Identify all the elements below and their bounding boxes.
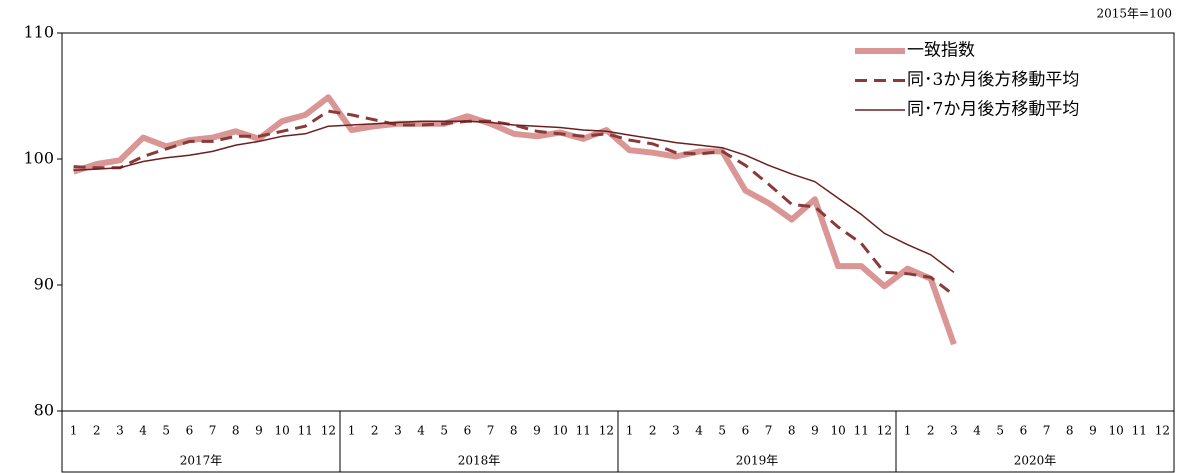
year-label: 2017年 (180, 454, 223, 468)
x-tick-label: 10 (552, 424, 567, 438)
x-tick-label: 5 (440, 424, 448, 438)
x-tick-label: 8 (1066, 424, 1074, 438)
y-tick-label: 90 (34, 275, 54, 294)
x-tick-label: 8 (510, 424, 518, 438)
x-tick-label: 5 (996, 424, 1004, 438)
x-tick-label: 3 (950, 424, 958, 438)
x-tick-label: 1 (904, 424, 912, 438)
x-tick-label: 6 (742, 424, 750, 438)
year-label: 2019年 (736, 454, 779, 468)
x-tick-label: 8 (788, 424, 796, 438)
x-tick-label: 4 (417, 424, 425, 438)
unit-note: 2015年=100 (1097, 7, 1173, 21)
x-tick-label: 1 (348, 424, 356, 438)
year-label: 2018年 (458, 454, 501, 468)
x-tick-label: 6 (186, 424, 194, 438)
y-tick-label: 110 (23, 23, 54, 42)
x-tick-label: 9 (533, 424, 541, 438)
x-tick-label: 3 (672, 424, 680, 438)
x-tick-label: 11 (298, 424, 313, 438)
x-tick-label: 10 (830, 424, 845, 438)
x-tick-label: 8 (232, 424, 240, 438)
x-tick-label: 1 (70, 424, 78, 438)
x-tick-label: 12 (1155, 424, 1170, 438)
x-tick-label: 6 (1020, 424, 1028, 438)
x-tick-label: 5 (718, 424, 726, 438)
x-tick-label: 11 (576, 424, 591, 438)
legend-label: 同･3か月後方移動平均 (907, 70, 1079, 90)
x-tick-label: 11 (854, 424, 869, 438)
x-tick-label: 10 (1108, 424, 1123, 438)
x-tick-label: 6 (464, 424, 472, 438)
x-tick-label: 12 (321, 424, 336, 438)
x-tick-label: 11 (1132, 424, 1147, 438)
x-tick-label: 4 (973, 424, 981, 438)
x-tick-label: 9 (1089, 424, 1097, 438)
legend-label: 一致指数 (907, 41, 975, 61)
legend-label: 同･7か月後方移動平均 (907, 100, 1079, 120)
x-tick-label: 9 (255, 424, 263, 438)
x-tick-label: 2 (371, 424, 379, 438)
series-line (72, 94, 957, 346)
series-line (73, 120, 955, 273)
x-tick-label: 7 (1043, 424, 1051, 438)
x-tick-label: 3 (394, 424, 402, 438)
x-tick-label: 4 (139, 424, 147, 438)
x-tick-label: 1 (626, 424, 634, 438)
x-tick-label: 7 (487, 424, 495, 438)
x-tick-label: 12 (877, 424, 892, 438)
x-tick-label: 3 (116, 424, 124, 438)
series-line (73, 109, 955, 297)
x-tick-label: 7 (765, 424, 773, 438)
x-tick-label: 9 (811, 424, 819, 438)
x-tick-label: 12 (599, 424, 614, 438)
y-tick-label: 100 (23, 149, 54, 168)
year-label: 2020年 (1014, 454, 1057, 468)
x-tick-label: 7 (209, 424, 217, 438)
x-tick-label: 2 (927, 424, 935, 438)
y-tick-label: 80 (34, 401, 54, 420)
x-tick-label: 5 (162, 424, 170, 438)
x-tick-label: 2 (649, 424, 657, 438)
x-tick-label: 2 (93, 424, 101, 438)
x-tick-label: 10 (274, 424, 289, 438)
x-tick-label: 4 (695, 424, 703, 438)
